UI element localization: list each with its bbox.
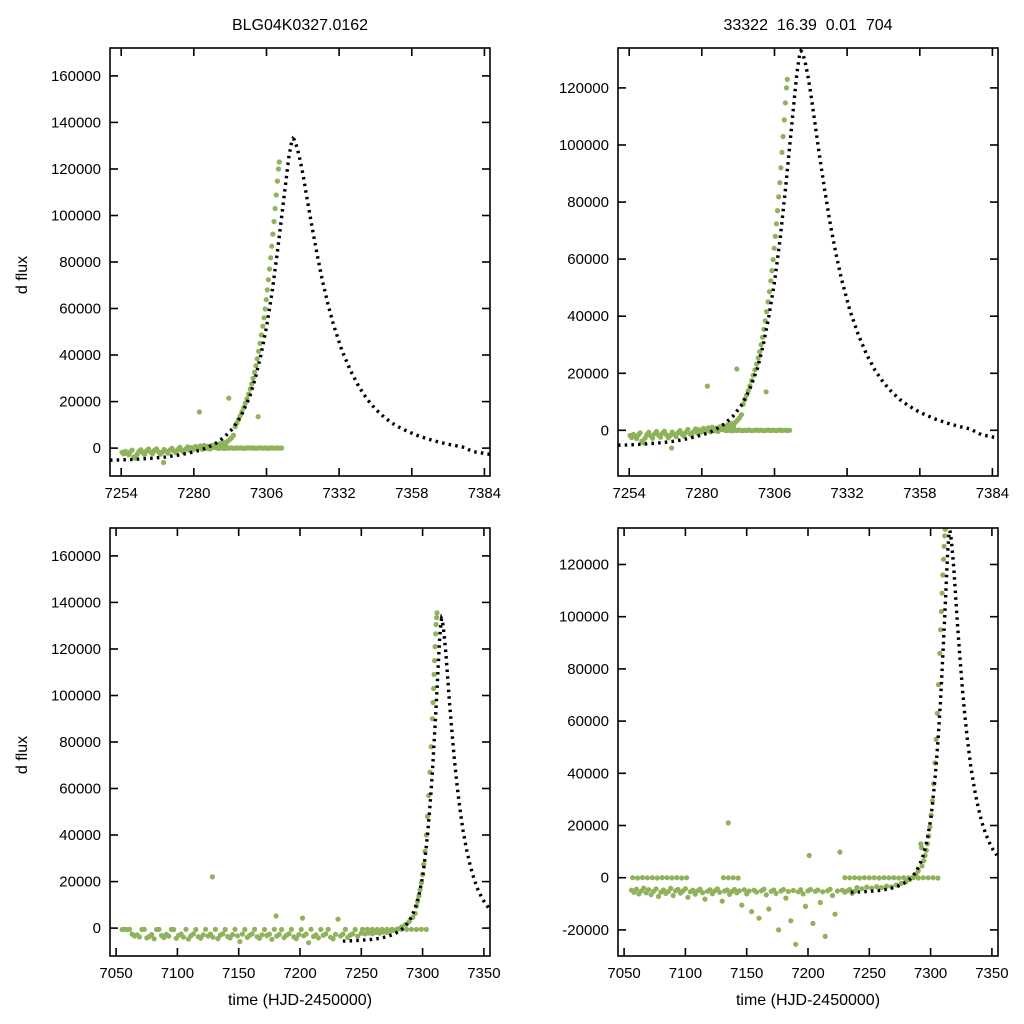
plot-bottom-left: 7050 7100 7150 7200 7250 7300 7350 0 20000 40000 6… xyxy=(51,527,501,982)
svg-text:80000: 80000 xyxy=(567,194,609,211)
svg-text:0: 0 xyxy=(93,920,101,937)
svg-text:7306: 7306 xyxy=(250,485,283,502)
svg-text:60000: 60000 xyxy=(59,301,101,318)
panel-title-top-left: BLG04K0327.0162 xyxy=(231,17,369,34)
svg-text:120000: 120000 xyxy=(51,641,101,658)
plot-bottom-right: 7050 7100 7150 7200 7250 7300 7350 -20000 0 20000… xyxy=(559,527,1009,982)
svg-text:7254: 7254 xyxy=(613,485,646,502)
y-axis-label-top-left: d flux xyxy=(14,255,31,295)
svg-text:40000: 40000 xyxy=(567,308,609,325)
svg-text:7280: 7280 xyxy=(685,485,718,502)
svg-text:7350: 7350 xyxy=(467,965,500,982)
svg-text:20000: 20000 xyxy=(59,874,101,891)
svg-text:7358: 7358 xyxy=(395,485,428,502)
panel-bottom-left: d flux 7050 7100 7150 7200 7250 7300 7350 0 2000… xyxy=(10,520,502,1014)
svg-text:7300: 7300 xyxy=(914,965,947,982)
svg-text:0: 0 xyxy=(93,440,101,457)
svg-text:0: 0 xyxy=(601,870,609,887)
svg-text:100000: 100000 xyxy=(559,137,609,154)
svg-text:7280: 7280 xyxy=(177,485,210,502)
svg-text:7100: 7100 xyxy=(161,965,194,982)
plot-top-left: 7254 7280 7306 7332 7358 7384 0 20000 40000 60000… xyxy=(51,47,501,502)
svg-text:60000: 60000 xyxy=(567,713,609,730)
panel-title-top-right: 33322 16.39 0.01 704 xyxy=(723,17,893,34)
svg-text:20000: 20000 xyxy=(567,365,609,382)
svg-text:160000: 160000 xyxy=(51,548,101,565)
svg-text:7200: 7200 xyxy=(791,965,824,982)
svg-text:7384: 7384 xyxy=(976,485,1009,502)
svg-text:7350: 7350 xyxy=(975,965,1008,982)
panel-bottom-right: 7050 7100 7150 7200 7250 7300 7350 -20000 0 20000… xyxy=(518,520,1010,1014)
svg-text:40000: 40000 xyxy=(567,765,609,782)
svg-text:40000: 40000 xyxy=(59,347,101,364)
svg-text:60000: 60000 xyxy=(59,781,101,798)
svg-text:7150: 7150 xyxy=(730,965,763,982)
svg-text:80000: 80000 xyxy=(567,661,609,678)
svg-text:7250: 7250 xyxy=(853,965,886,982)
panel-top-left: BLG04K0327.0162 d flux 7254 7280 7306 7332 7… xyxy=(10,14,502,510)
svg-text:7332: 7332 xyxy=(322,485,355,502)
svg-text:20000: 20000 xyxy=(59,394,101,411)
svg-text:20000: 20000 xyxy=(567,818,609,835)
svg-text:7332: 7332 xyxy=(830,485,863,502)
plot-top-right: 7254 7280 7306 7332 7358 7384 0 20000 40000 60000… xyxy=(559,47,1009,502)
svg-text:-20000: -20000 xyxy=(562,922,609,939)
svg-text:140000: 140000 xyxy=(51,594,101,611)
svg-text:120000: 120000 xyxy=(51,161,101,178)
svg-text:100000: 100000 xyxy=(559,609,609,626)
svg-text:7150: 7150 xyxy=(222,965,255,982)
svg-text:7254: 7254 xyxy=(105,485,138,502)
panel-top-right: 33322 16.39 0.01 704 7254 7280 7306 7332 735… xyxy=(518,14,1010,510)
svg-text:80000: 80000 xyxy=(59,734,101,751)
svg-text:7358: 7358 xyxy=(903,485,936,502)
svg-text:7300: 7300 xyxy=(406,965,439,982)
svg-text:140000: 140000 xyxy=(51,114,101,131)
x-axis-label-bottom-right: time (HJD-2450000) xyxy=(735,992,881,1009)
svg-text:7100: 7100 xyxy=(669,965,702,982)
y-axis-label-bottom-left: d flux xyxy=(14,735,31,775)
svg-text:7384: 7384 xyxy=(468,485,501,502)
svg-text:7200: 7200 xyxy=(283,965,316,982)
svg-text:7250: 7250 xyxy=(345,965,378,982)
svg-text:80000: 80000 xyxy=(59,254,101,271)
svg-text:100000: 100000 xyxy=(51,208,101,225)
svg-text:120000: 120000 xyxy=(559,80,609,97)
svg-text:100000: 100000 xyxy=(51,688,101,705)
svg-text:60000: 60000 xyxy=(567,251,609,268)
svg-text:7050: 7050 xyxy=(99,965,132,982)
svg-text:7050: 7050 xyxy=(607,965,640,982)
svg-text:7306: 7306 xyxy=(758,485,791,502)
svg-text:160000: 160000 xyxy=(51,68,101,85)
svg-text:0: 0 xyxy=(601,422,609,439)
svg-text:40000: 40000 xyxy=(59,827,101,844)
x-axis-label-bottom-left: time (HJD-2450000) xyxy=(227,992,373,1009)
svg-text:120000: 120000 xyxy=(559,557,609,574)
